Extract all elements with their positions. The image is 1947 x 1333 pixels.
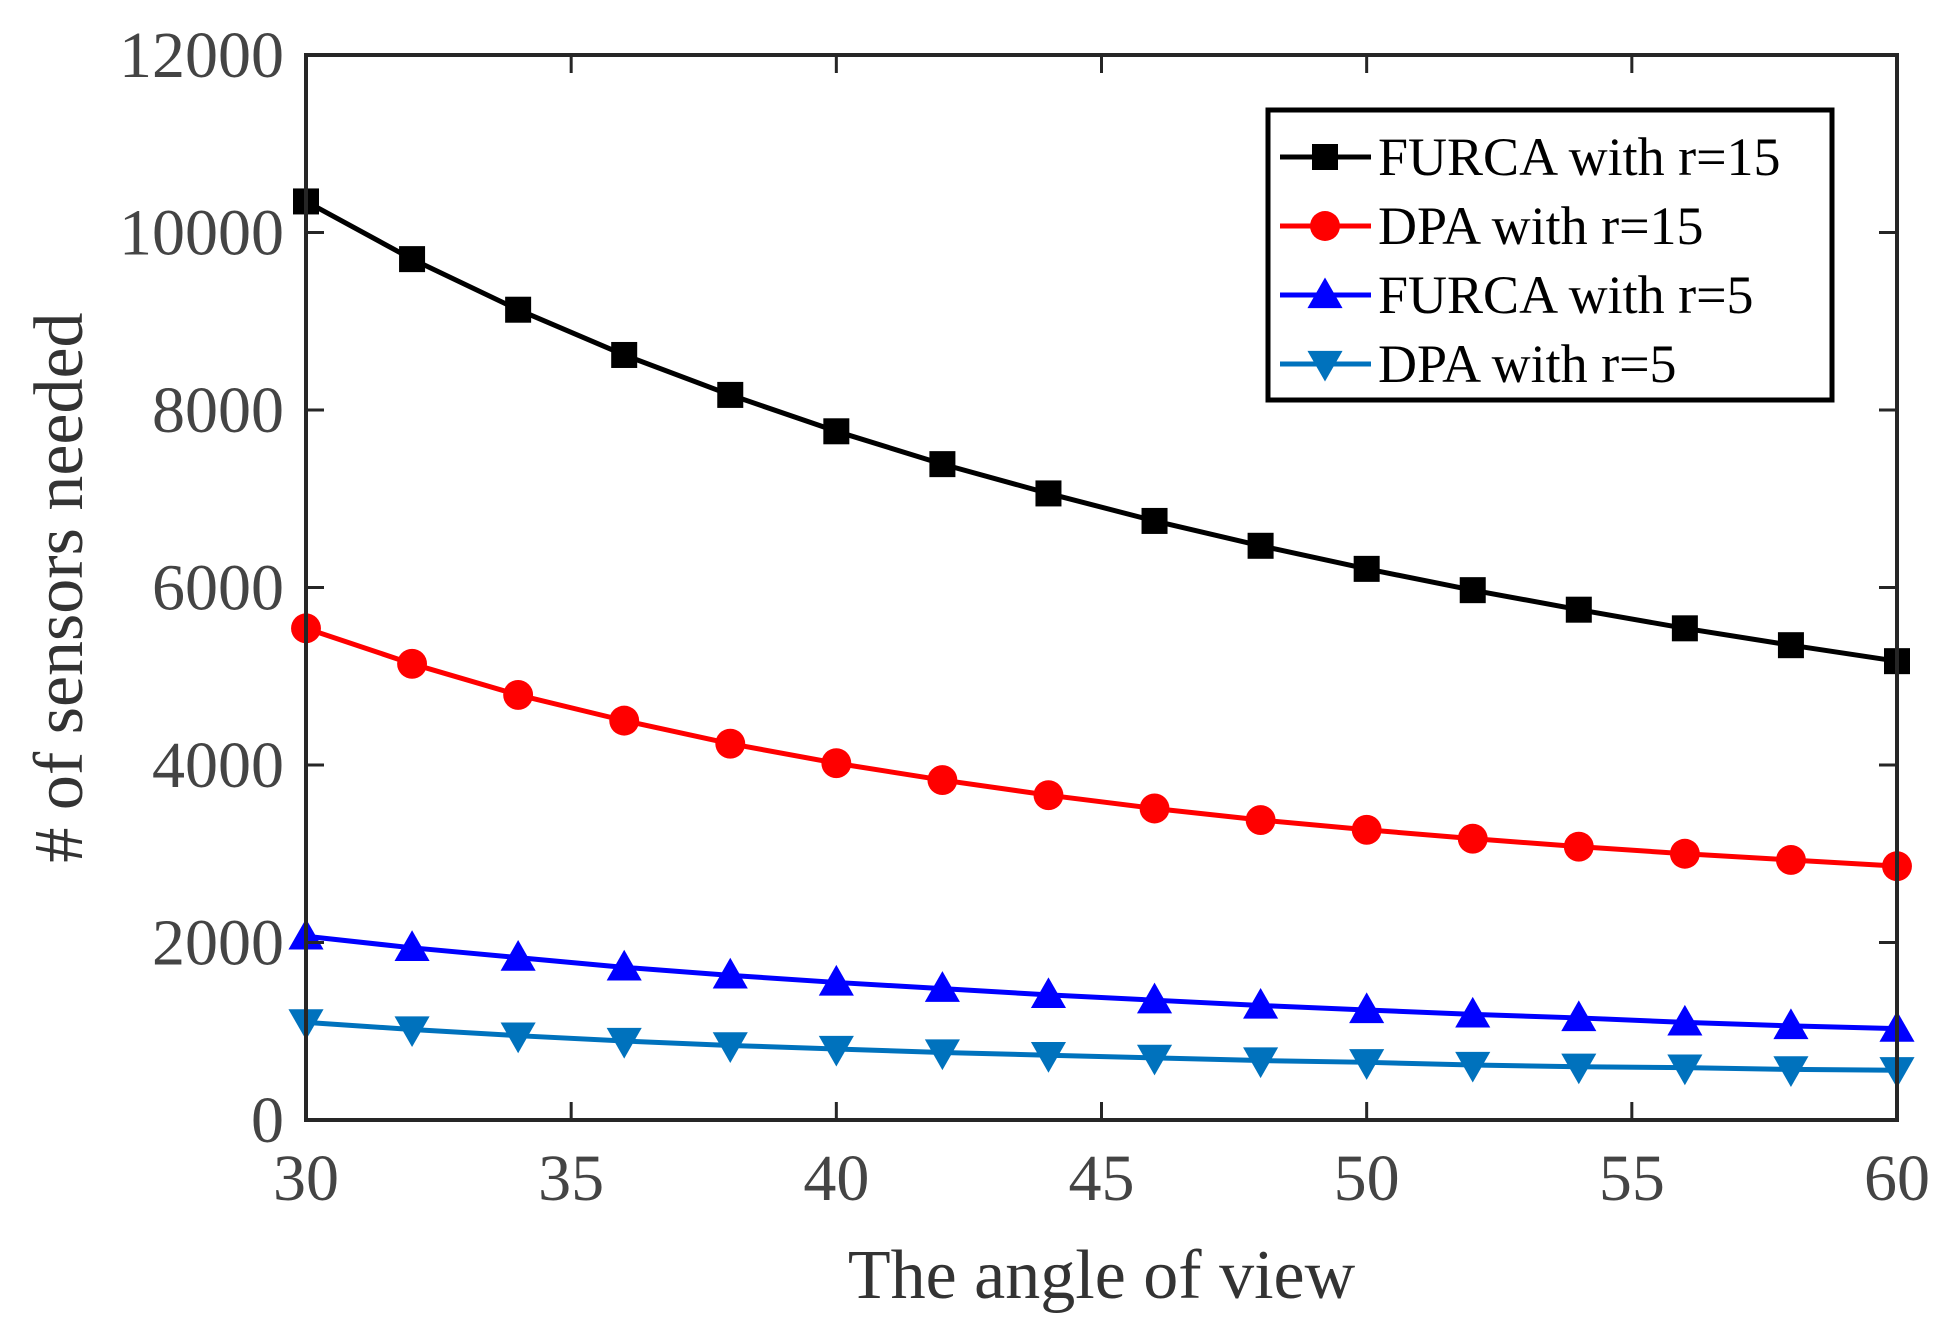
- x-tick-label: 60: [1864, 1142, 1930, 1215]
- y-tick-label: 4000: [152, 729, 284, 802]
- data-point: [818, 1035, 854, 1067]
- legend-entry: FURCA with r=15: [1280, 127, 1781, 187]
- series-2: [291, 613, 1912, 882]
- axis-ticks: 30 35 40 45 50 55 60 0 2000 4000 6000 8000 10000 1200…: [119, 19, 1930, 1215]
- data-point: [1455, 996, 1491, 1028]
- data-point: [1565, 596, 1592, 623]
- data-point: [1030, 977, 1067, 1009]
- data-point: [1243, 987, 1279, 1019]
- y-tick-label: 8000: [152, 374, 284, 447]
- data-point: [1245, 805, 1276, 835]
- data-point: [927, 765, 958, 796]
- data-point: [818, 964, 854, 996]
- data-point: [1141, 507, 1168, 534]
- x-tick-label: 50: [1334, 1142, 1400, 1215]
- data-point: [1349, 992, 1385, 1024]
- y-tick-label: 0: [251, 1084, 284, 1157]
- data-point: [1775, 845, 1806, 875]
- legend-marker: [1310, 211, 1340, 241]
- data-point: [500, 940, 536, 971]
- data-point: [606, 1027, 642, 1059]
- series-4: [288, 1009, 1915, 1088]
- data-point: [1773, 1008, 1809, 1040]
- data-point: [712, 957, 748, 989]
- series-line: [305, 625, 1898, 869]
- legend-marker: [1307, 277, 1343, 309]
- data-point: [1136, 982, 1173, 1014]
- series-line: [305, 933, 1898, 1032]
- series-layer: [288, 188, 1915, 1088]
- legend-label: FURCA with r=5: [1378, 265, 1754, 325]
- legend-label: DPA with r=15: [1378, 196, 1704, 256]
- data-point: [606, 949, 642, 981]
- data-point: [1667, 1054, 1703, 1086]
- data-point: [823, 418, 850, 445]
- y-tick-label: 6000: [152, 552, 284, 625]
- x-tick-label: 40: [803, 1142, 869, 1215]
- data-point: [1351, 814, 1382, 845]
- data-point: [1563, 831, 1594, 862]
- data-point: [717, 381, 744, 408]
- legend-entry: DPA with r=15: [1280, 196, 1704, 256]
- data-point: [1243, 1047, 1279, 1079]
- data-point: [929, 451, 956, 478]
- legend: FURCA with r=15 DPA with r=15 FURCA with r…: [1265, 107, 1835, 403]
- data-point: [399, 246, 426, 273]
- data-point: [1035, 480, 1062, 507]
- legend-label: DPA with r=5: [1378, 334, 1677, 394]
- data-point: [609, 705, 640, 736]
- data-point: [924, 1039, 960, 1071]
- x-tick-label: 45: [1069, 1142, 1135, 1215]
- data-point: [1561, 1053, 1597, 1085]
- data-point: [1136, 1044, 1173, 1076]
- data-point: [1667, 1004, 1703, 1036]
- series-line: [304, 199, 1898, 664]
- x-tick-label: 30: [273, 1142, 339, 1215]
- legend-marker: [1307, 350, 1343, 382]
- data-point: [1349, 1049, 1385, 1080]
- data-point: [1247, 532, 1274, 559]
- data-point: [1459, 577, 1486, 604]
- legend-entry: FURCA with r=5: [1280, 265, 1754, 325]
- data-point: [611, 341, 638, 368]
- legend-marker: [1312, 144, 1338, 170]
- y-tick-label: 2000: [152, 907, 284, 980]
- y-tick-label: 12000: [119, 19, 284, 92]
- data-point: [712, 1032, 748, 1063]
- data-point: [397, 648, 428, 679]
- data-point: [821, 748, 852, 779]
- legend-label: FURCA with r=15: [1378, 127, 1781, 187]
- x-tick-label: 35: [538, 1142, 604, 1215]
- data-point: [503, 679, 534, 710]
- x-axis-title: The angle of view: [848, 1237, 1356, 1314]
- data-point: [1139, 793, 1170, 824]
- data-point: [1457, 823, 1488, 854]
- data-point: [924, 971, 960, 1002]
- x-tick-label: 55: [1599, 1142, 1665, 1215]
- data-point: [505, 296, 532, 323]
- y-tick-label: 10000: [119, 197, 284, 270]
- data-point: [1455, 1051, 1491, 1083]
- legend-entry: DPA with r=5: [1280, 334, 1677, 394]
- data-point: [1033, 780, 1064, 811]
- data-point: [1777, 632, 1804, 659]
- data-point: [1773, 1056, 1809, 1087]
- data-point: [500, 1022, 536, 1054]
- data-point: [394, 930, 430, 961]
- data-point: [1353, 555, 1380, 582]
- y-axis-title: # of sensors needed: [21, 312, 98, 862]
- data-point: [1669, 838, 1700, 869]
- series-3: [288, 918, 1915, 1042]
- series-line: [305, 1019, 1898, 1073]
- data-point: [1030, 1042, 1067, 1073]
- data-point: [394, 1016, 430, 1048]
- data-point: [715, 728, 746, 759]
- data-point: [1671, 615, 1698, 642]
- data-point: [1561, 1000, 1597, 1032]
